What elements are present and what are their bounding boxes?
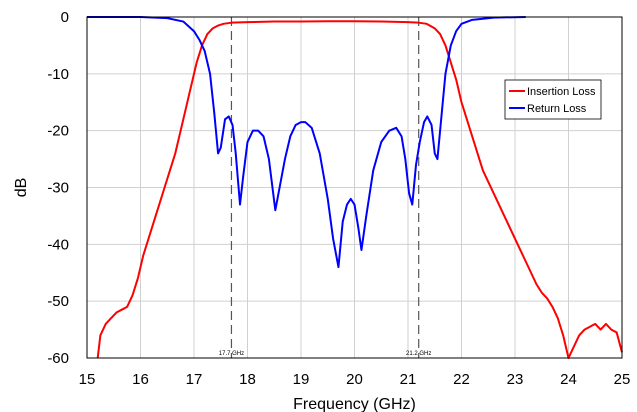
y-tick-label: -20 xyxy=(47,123,69,140)
x-tick-label: 19 xyxy=(293,371,310,388)
marker-label: 17.7 GHz xyxy=(219,351,244,357)
y-tick-label: -40 xyxy=(47,236,69,253)
x-tick-label: 21 xyxy=(400,371,417,388)
x-tick-label: 20 xyxy=(346,371,363,388)
series-line-insertion-loss xyxy=(96,20,623,359)
series-layer xyxy=(87,16,623,359)
frequency-markers: 17.7 GHz 21.2 GHz xyxy=(219,17,431,358)
x-tick-label: 25 xyxy=(614,371,631,388)
tick-labels: 15 16 17 18 19 20 21 22 23 24 25 0 -10 -20 -30 -40 -50 -6… xyxy=(47,9,630,388)
x-tick-label: 17 xyxy=(186,371,203,388)
y-tick-label: -60 xyxy=(47,350,69,367)
legend: Insertion Loss Return Loss xyxy=(504,79,602,120)
marker-label: 21.2 GHz xyxy=(406,351,431,357)
legend-label-return-loss: Return Loss xyxy=(527,103,587,115)
plot-frame xyxy=(86,16,623,359)
y-tick-label: -10 xyxy=(47,66,69,83)
x-tick-label: 15 xyxy=(79,371,96,388)
x-tick-label: 18 xyxy=(239,371,256,388)
legend-label-insertion-loss: Insertion Loss xyxy=(527,86,596,98)
x-axis-title: Frequency (GHz) xyxy=(293,396,416,412)
y-axis-title: dB xyxy=(13,178,30,198)
y-tick-label: -30 xyxy=(47,180,69,197)
x-tick-label: 16 xyxy=(132,371,149,388)
legend-box xyxy=(504,79,602,120)
x-tick-label: 24 xyxy=(560,371,577,388)
y-tick-label: -50 xyxy=(47,293,69,310)
series-line-return-loss xyxy=(87,16,526,269)
x-tick-label: 22 xyxy=(453,371,470,388)
x-tick-label: 23 xyxy=(507,371,524,388)
y-tick-label: 0 xyxy=(61,9,69,26)
